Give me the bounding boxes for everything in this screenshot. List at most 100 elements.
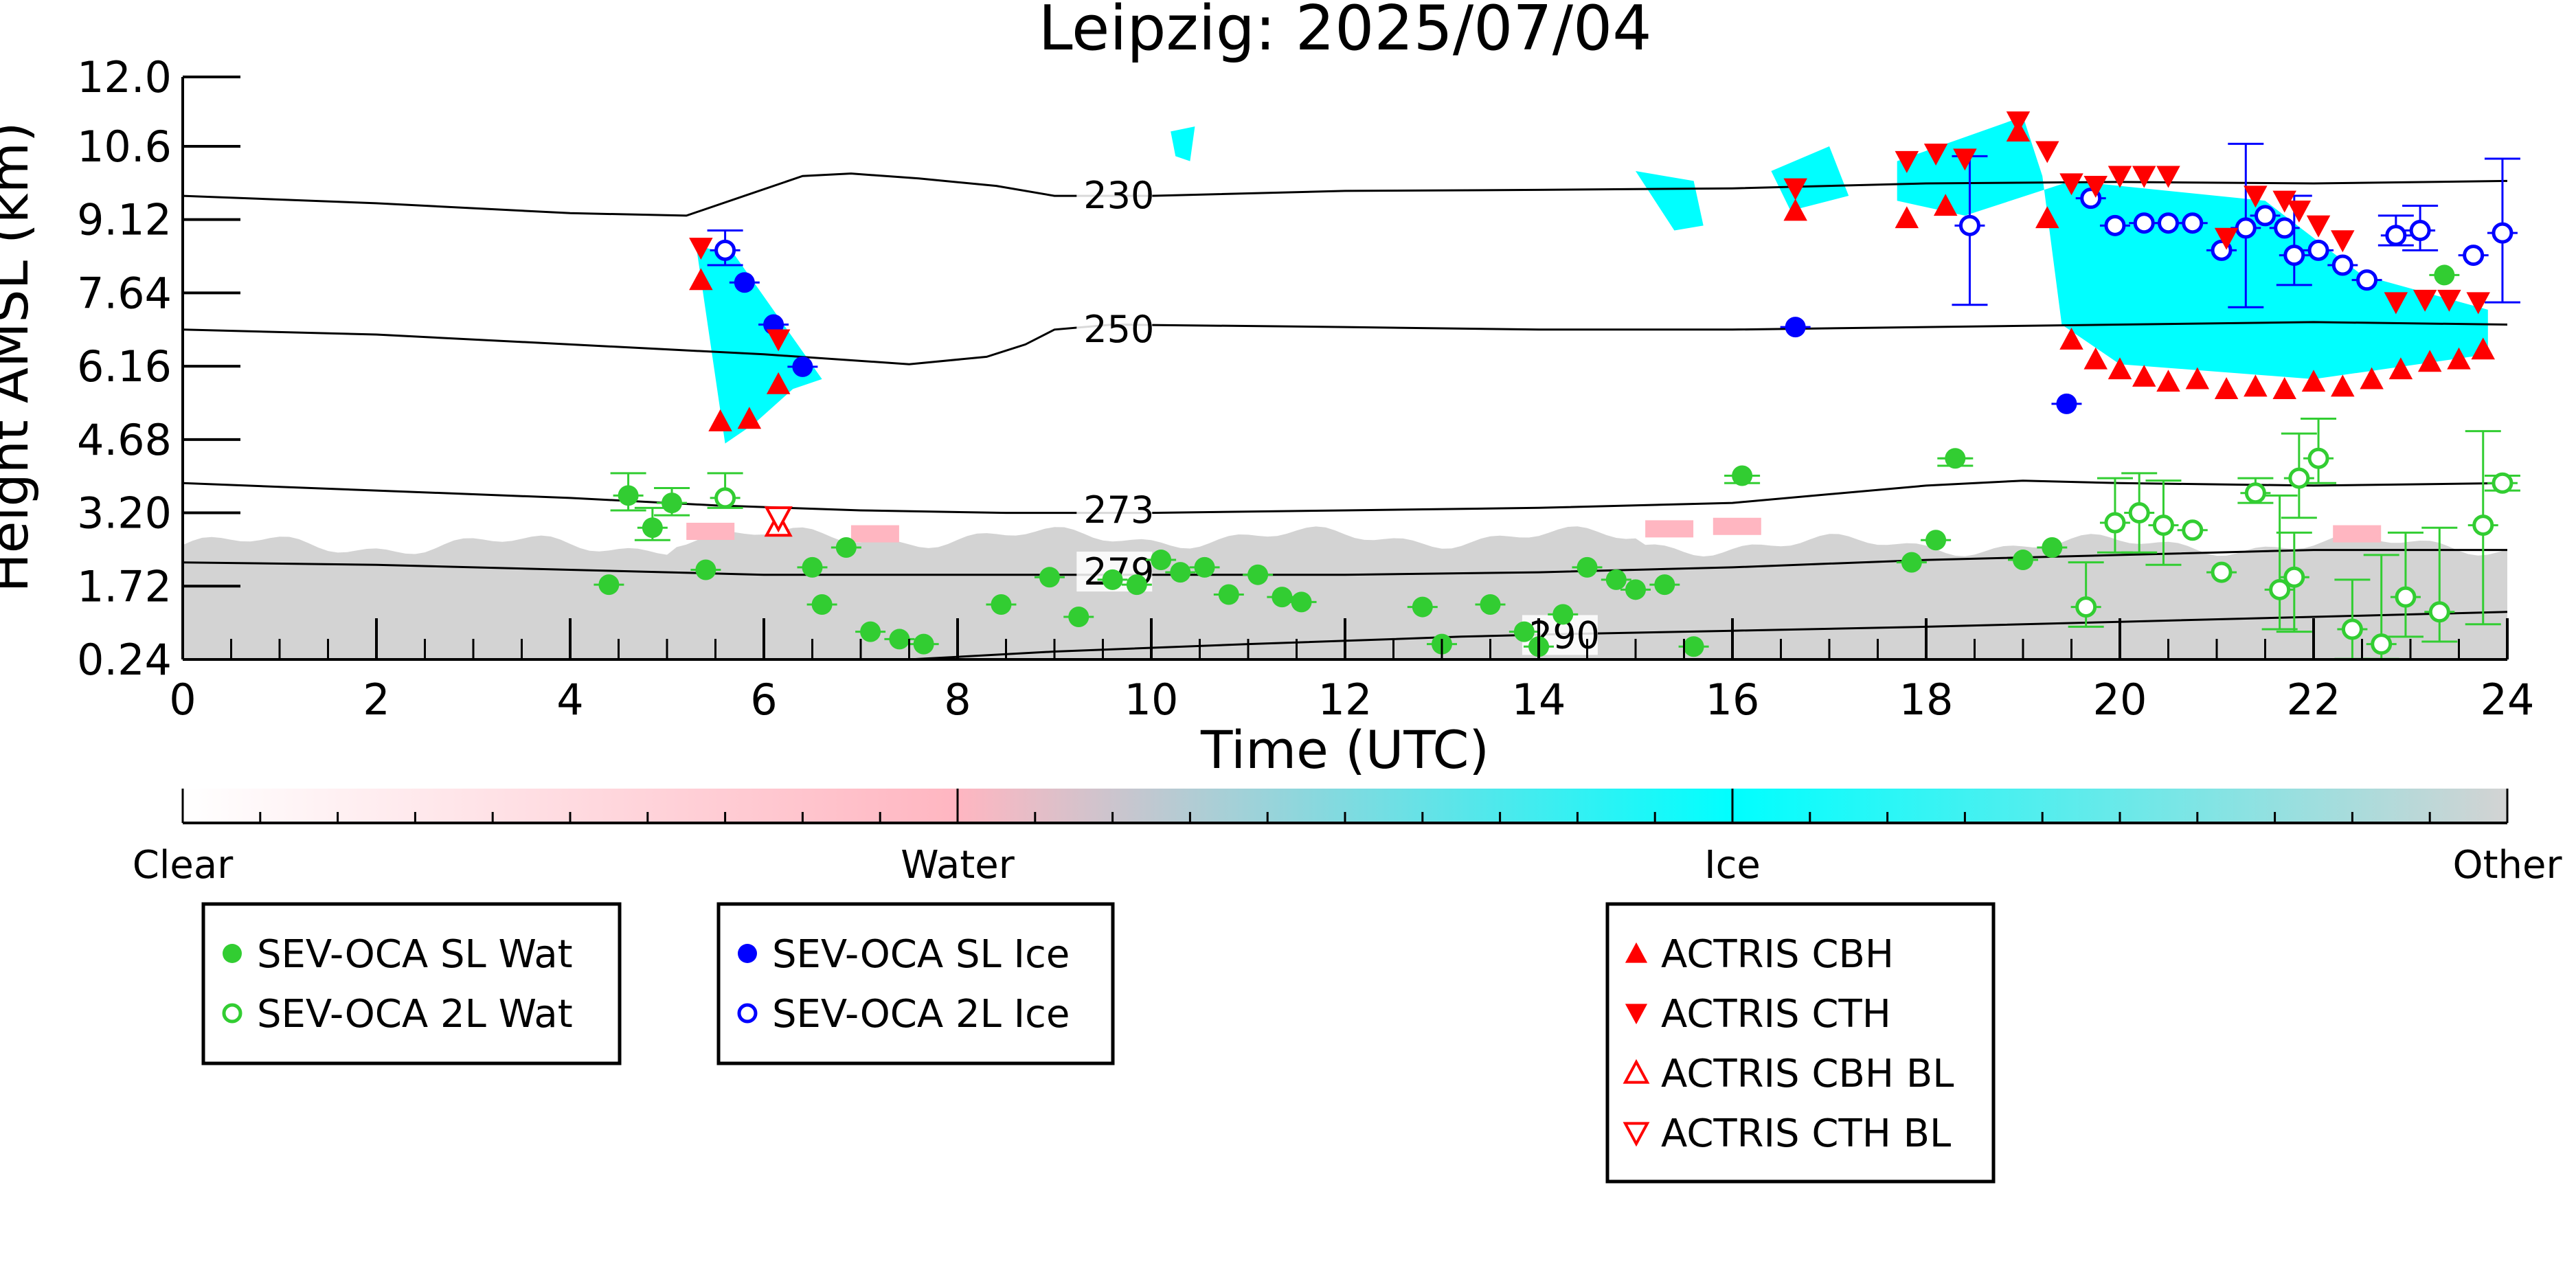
actris-cth-point <box>2006 111 2031 134</box>
actris-cbh-point <box>2272 377 2296 399</box>
sev-oca-sl-wat-point <box>889 629 910 650</box>
sev-oca-sl-ice-point <box>1785 317 1806 338</box>
actris-cbh-point <box>708 409 732 431</box>
y-tick-label: 12.0 <box>77 52 172 102</box>
actris-cth-point <box>2214 227 2239 250</box>
actris-cbh-point <box>2471 337 2495 360</box>
actris-cth-point <box>2244 185 2268 208</box>
sev-oca-sl-wat-point <box>642 517 663 539</box>
x-tick-label: 4 <box>556 675 583 725</box>
legend-label-actris-cbh: ACTRIS CBH <box>1661 932 1894 977</box>
sev-oca-sl-wat-point <box>2434 264 2455 286</box>
sev-oca-2l-ice-point <box>2104 214 2126 236</box>
y-tick-label: 9.12 <box>77 195 172 245</box>
actris-cbh-point <box>2447 347 2471 370</box>
actris-cth-point <box>2466 292 2490 315</box>
sev-oca-2l-ice-point <box>2385 225 2407 247</box>
sev-oca-sl-wat-point <box>618 485 639 506</box>
actris-cth-point <box>2083 175 2108 198</box>
legend-label-sev-oca-sl-wat: SEV-OCA SL Wat <box>257 932 573 977</box>
sev-oca-sl-wat-point <box>1654 574 1675 596</box>
sev-oca-sl-wat-point <box>1068 606 1089 627</box>
contour-label-250: 250 <box>1083 308 1154 351</box>
actris-cbh-point <box>2083 347 2108 370</box>
contour-line-279 <box>183 549 2507 576</box>
actris-cbh-point <box>2331 374 2355 397</box>
sev-oca-2l-ice-point <box>2235 217 2257 239</box>
actris-cbh-point <box>2360 367 2384 389</box>
sev-oca-2l-ice-point <box>2307 239 2329 261</box>
sev-oca-sl-wat-point <box>1683 636 1704 657</box>
sev-oca-sl-wat-point <box>1625 579 1646 600</box>
sev-oca-sl-wat-point <box>1218 584 1239 605</box>
colorbar-label-ice: Ice <box>1704 843 1761 888</box>
sev-oca-sl-wat-point <box>1247 564 1269 585</box>
legend-marker-actris-cth <box>1625 1004 1648 1025</box>
sev-oca-2l-ice-point <box>2182 212 2204 234</box>
actris-cth-point <box>1953 148 1977 171</box>
sev-oca-sl-wat-point <box>1039 567 1060 588</box>
sev-oca-2l-wat-point <box>2472 515 2494 536</box>
actris-cth-point <box>1895 150 1919 173</box>
y-tick-label: 3.20 <box>77 488 172 539</box>
x-tick-label: 22 <box>2287 675 2341 725</box>
legend-marker-actris-cbh <box>1625 942 1648 963</box>
sev-oca-sl-wat-point <box>1925 530 1947 551</box>
sev-oca-sl-wat-point <box>662 493 683 514</box>
y-tick-label: 10.6 <box>77 122 172 172</box>
sev-oca-sl-ice-point <box>2056 393 2077 414</box>
x-tick-label: 0 <box>169 675 196 725</box>
sev-oca-sl-wat-point <box>811 594 833 615</box>
sev-oca-2l-ice-point <box>2492 222 2513 244</box>
x-tick-label: 6 <box>750 675 777 725</box>
sev-oca-2l-wat-point <box>2395 586 2417 608</box>
contour-label-bg-250 <box>1076 308 1153 349</box>
sev-oca-sl-wat-point <box>835 537 857 558</box>
sev-oca-sl-wat-point <box>695 559 716 580</box>
actris-cth-point <box>2059 173 2083 196</box>
water-cloud-patch <box>2333 525 2382 543</box>
legend-label-actris-cth-bl: ACTRIS CTH BL <box>1661 1111 1951 1156</box>
x-tick-label: 18 <box>1899 675 1954 725</box>
water-cloud-patch <box>1713 517 1761 535</box>
sev-oca-sl-wat-point <box>1412 596 1433 618</box>
x-tick-label: 10 <box>1125 675 1179 725</box>
legend: SEV-OCA SL Wat SEV-OCA 2L Wat SEV-OCA SL I… <box>201 902 1996 1184</box>
y-tick-label: 6.16 <box>77 341 172 392</box>
y-tick-label: 4.68 <box>77 415 172 465</box>
actris-cbh-point <box>2132 365 2156 387</box>
sev-oca-sl-wat-point <box>1552 604 1574 625</box>
axes: 0 2 4 6 8 10 12 14 16 18 20 22 240.241.723.204.686.1… <box>77 52 2535 725</box>
sev-oca-sl-wat-point <box>1945 448 1966 469</box>
sev-oca-2l-wat-point <box>2492 472 2513 494</box>
actris-cth-point <box>2272 190 2296 213</box>
sev-oca-2l-ice-point <box>2356 269 2378 291</box>
colorbar-label-other: Other <box>2452 843 2562 888</box>
legend-box <box>1605 902 1996 1184</box>
sev-oca-sl-wat-point <box>2042 537 2063 558</box>
sev-oca-sl-wat-point <box>1513 621 1535 642</box>
sev-oca-2l-wat-point <box>2371 633 2393 655</box>
sev-oca-2l-wat-point <box>2152 515 2174 536</box>
actris-cth-point <box>2287 201 2312 223</box>
sev-oca-2l-wat-point <box>2211 561 2233 583</box>
water-cloud-patch <box>1645 520 1694 538</box>
sev-oca-sl-ice-point <box>792 356 813 377</box>
sev-oca-sl-wat-point <box>1901 552 1922 573</box>
actris-cbh-point <box>1895 206 1919 229</box>
sev-oca-sl-wat-point <box>991 594 1012 615</box>
actris-cbh-point <box>2059 327 2083 350</box>
sev-oca-sl-wat-point <box>1151 550 1172 571</box>
legend-label-sev-oca-2l-wat: SEV-OCA 2L Wat <box>257 992 573 1037</box>
actris-cth-point <box>1923 144 1948 166</box>
x-tick-label: 20 <box>2093 675 2147 725</box>
actris-cbh-point <box>2108 357 2132 380</box>
legend-marker-actris-cth-bl <box>1623 1122 1650 1147</box>
sev-oca-sl-wat-point <box>598 574 620 596</box>
legend-marker-actris-cbh-bl <box>1623 1059 1650 1084</box>
colorbar-label-clear: Clear <box>133 843 234 888</box>
legend-label-sev-oca-sl-ice: SEV-OCA SL Ice <box>772 932 1070 977</box>
y-tick-label: 7.64 <box>77 268 172 318</box>
actris-cth-point <box>2384 292 2408 315</box>
